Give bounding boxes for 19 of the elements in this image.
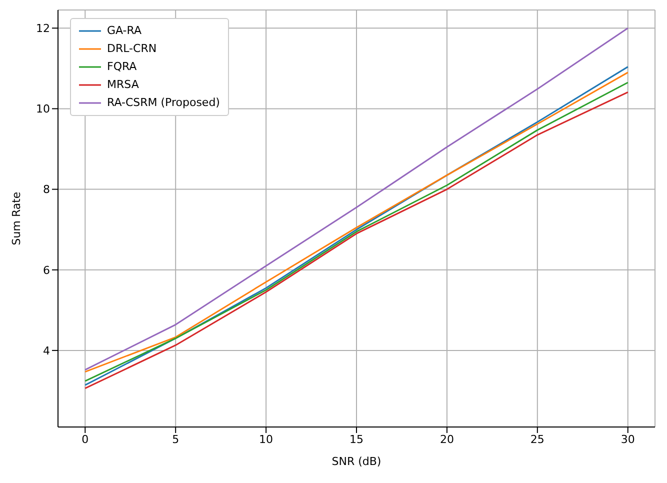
- x-tick-label: 25: [530, 432, 544, 446]
- y-tick-label: 10: [36, 102, 50, 116]
- legend-label: RA-CSRM (Proposed): [107, 95, 220, 111]
- x-axis-title: SNR (dB): [332, 455, 382, 468]
- x-tick-label: 10: [259, 432, 274, 446]
- legend-label: GA-RA: [107, 23, 142, 39]
- x-tick-label: 5: [172, 432, 180, 446]
- legend-label: DRL-CRN: [107, 41, 157, 57]
- y-tick-label: 4: [43, 344, 50, 358]
- y-tick-label: 12: [36, 22, 50, 36]
- y-tick-label: 8: [43, 183, 50, 196]
- x-tick-label: 15: [350, 432, 364, 446]
- x-tick-label: 0: [82, 432, 89, 446]
- legend-label: MRSA: [107, 77, 139, 93]
- legend-label: FQRA: [107, 59, 137, 75]
- x-tick-label: 30: [620, 432, 635, 446]
- y-tick-label: 6: [43, 264, 50, 277]
- x-tick-label: 20: [440, 432, 454, 446]
- y-axis-title: Sum Rate: [10, 192, 23, 246]
